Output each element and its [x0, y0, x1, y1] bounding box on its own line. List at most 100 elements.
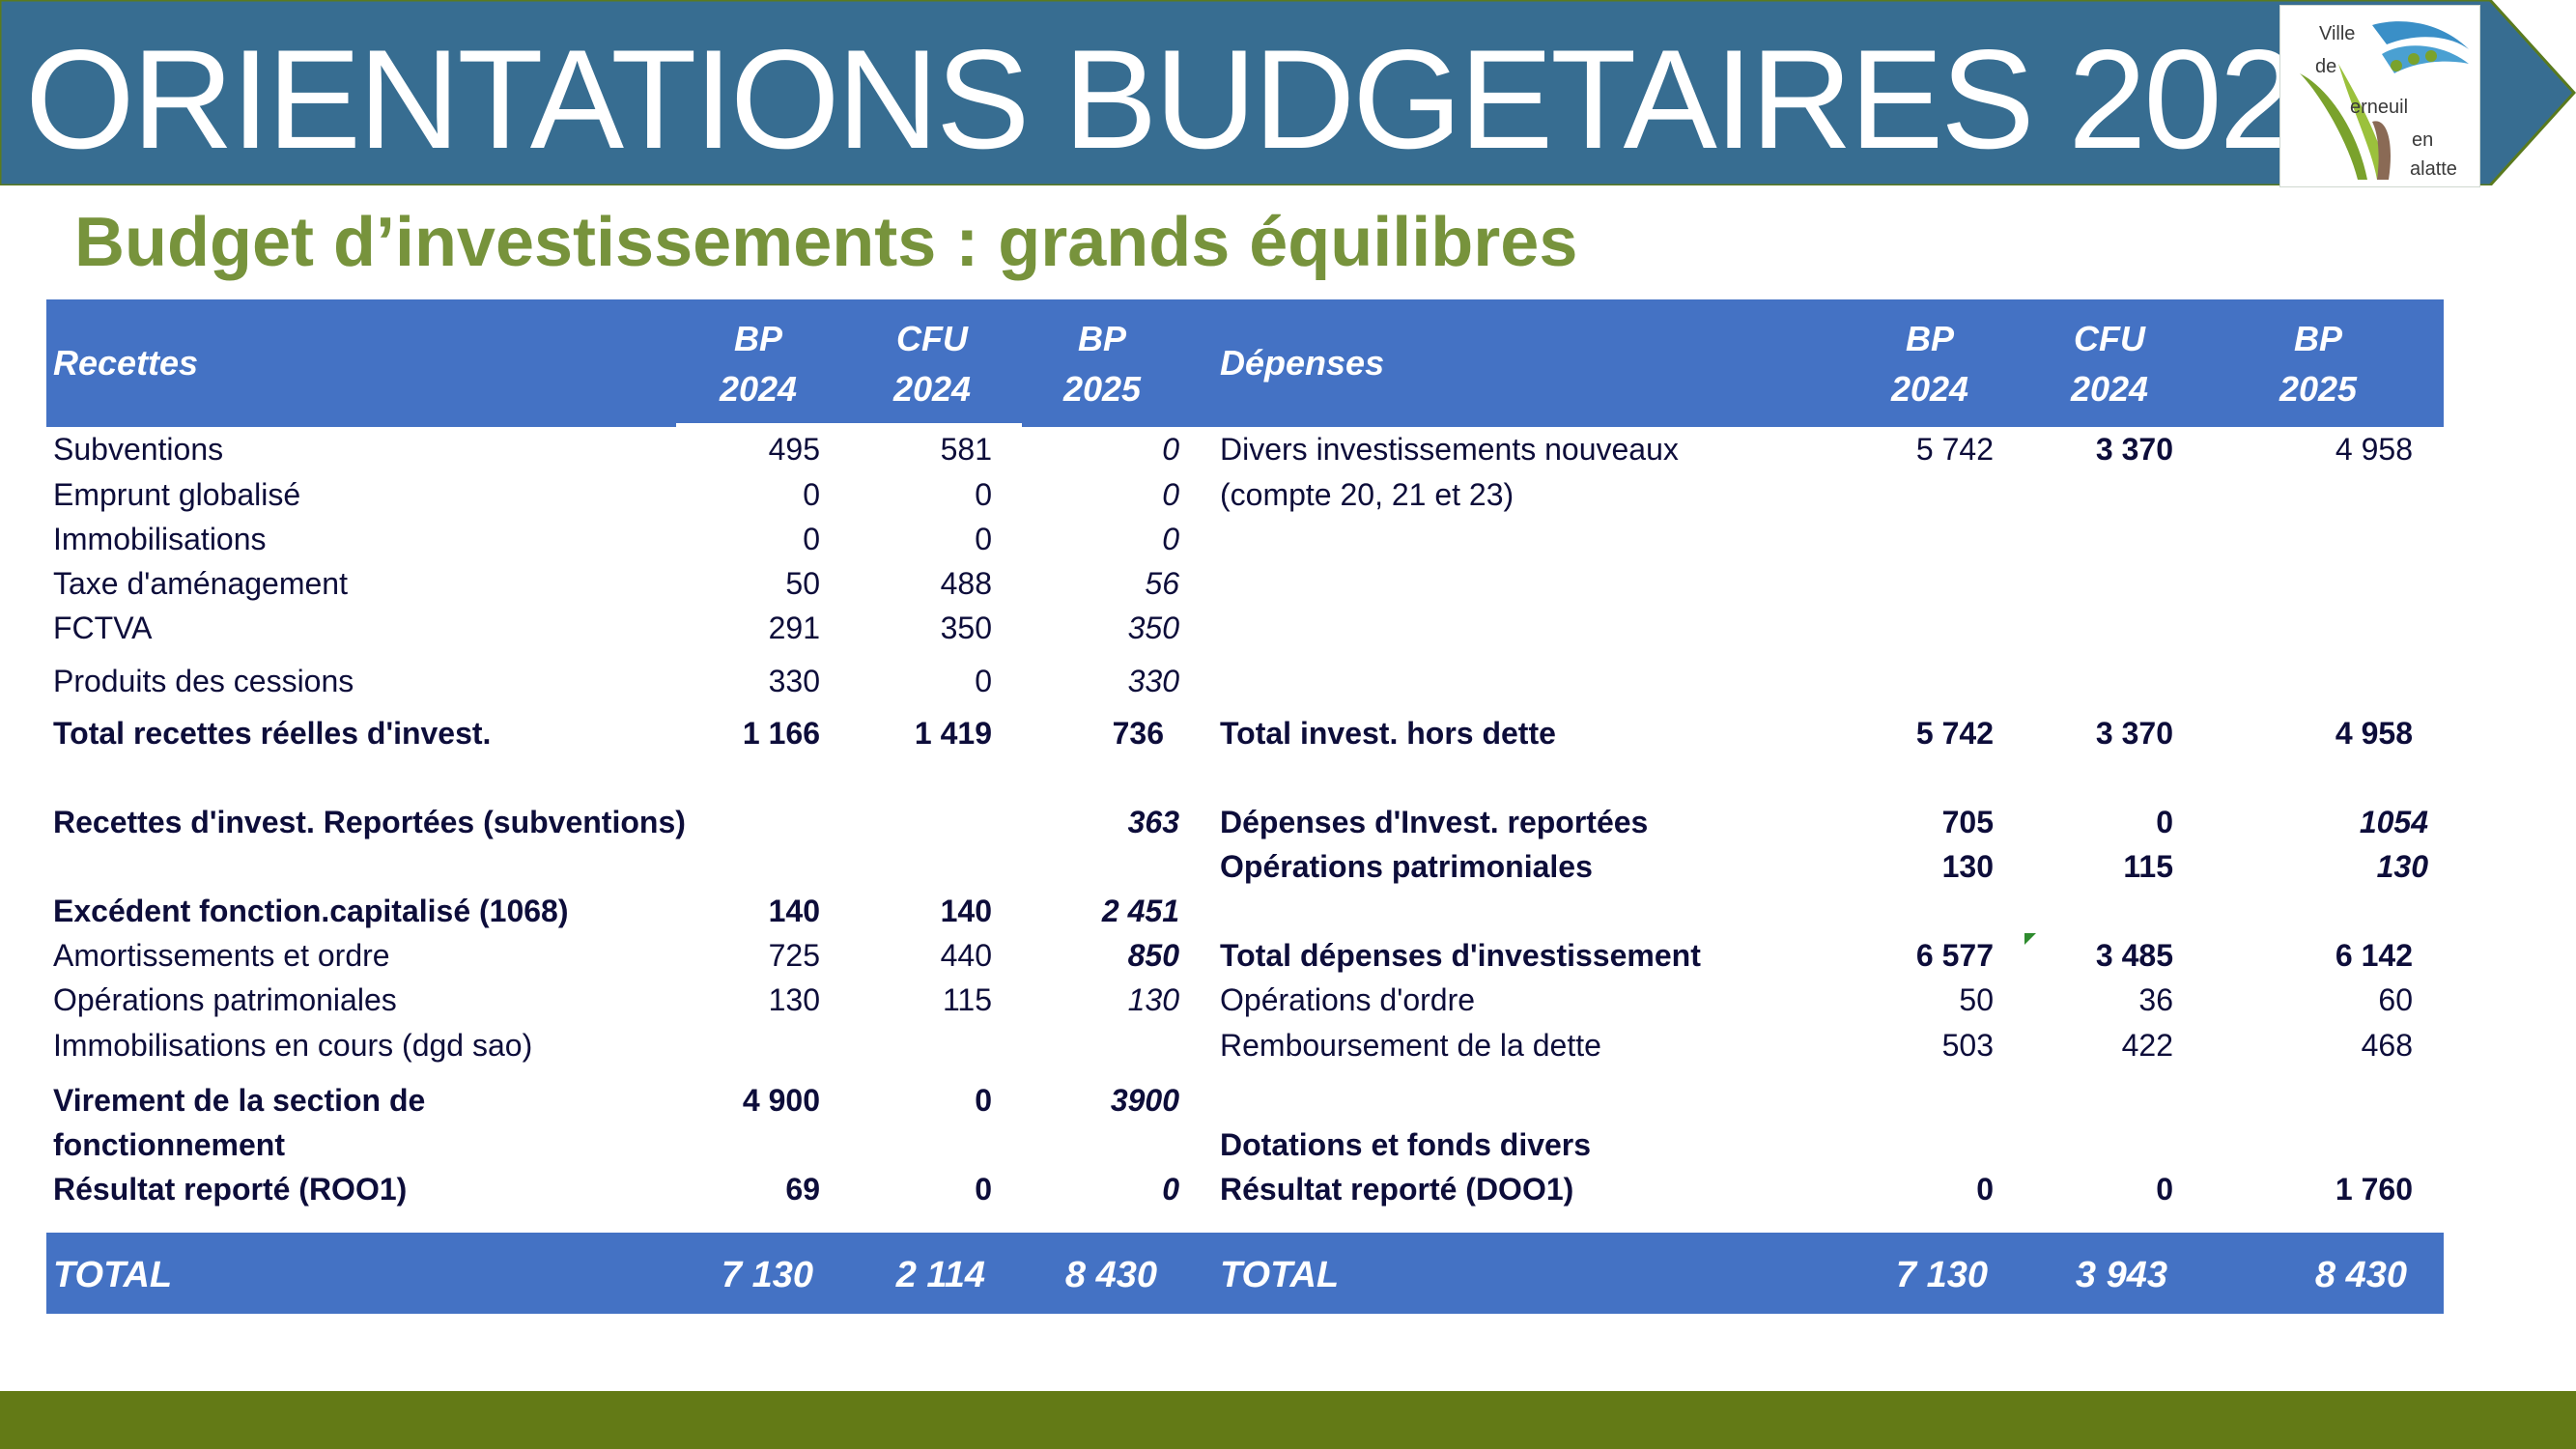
recette-label: Produits des cessions — [53, 664, 354, 698]
recette-label: Recettes d'invest. Reportées (subvention… — [53, 805, 686, 839]
depense-bp2025: 130 — [2376, 849, 2428, 884]
logo-text-alatte: alatte — [2410, 158, 2457, 180]
depense-cfu2024: 3 485 — [2095, 938, 2173, 973]
logo-text-ville: Ville — [2319, 23, 2356, 44]
depense-bp2024: 705 — [1941, 805, 1994, 839]
col-header-left-3-top: BP — [1077, 319, 1126, 358]
total-right-cfu2024: 3 943 — [2075, 1255, 2167, 1295]
recette-total-bp2024: 1 166 — [742, 716, 820, 751]
recette-label-continued: fonctionnement — [53, 1127, 285, 1162]
depense-cfu2024: 422 — [2121, 1028, 2173, 1063]
depense-bp2024: 6 577 — [1915, 938, 1994, 973]
recette-bp2025: 0 — [1162, 477, 1179, 512]
depense-label: Dotations et fonds divers — [1220, 1127, 1592, 1162]
depense-bp2025: 6 142 — [2335, 938, 2413, 973]
total-right-label: TOTAL — [1220, 1255, 1340, 1295]
recette-label: Immobilisations — [53, 522, 267, 556]
total-left-bp2024: 7 130 — [721, 1255, 813, 1295]
section-subtitle: Budget d’investissements : grands équili… — [74, 204, 1578, 281]
depense-bp2025: 4 958 — [2335, 716, 2413, 751]
depense-cfu2024: 36 — [2138, 982, 2173, 1017]
recette-bp2025: 330 — [1127, 664, 1179, 698]
col-header-left-1-bottom: 2024 — [719, 369, 798, 409]
footer-bar — [0, 1391, 2576, 1449]
recette-bp2025: 2 451 — [1101, 894, 1179, 928]
depense-bp2024: 503 — [1941, 1028, 1994, 1063]
depense-bp2024: 0 — [1976, 1172, 1994, 1207]
recette-bp2024: 4 900 — [742, 1083, 820, 1118]
total-left-bp2025: 8 430 — [1064, 1255, 1157, 1295]
depense-bp2025: 1054 — [2359, 805, 2428, 839]
recette-bp2024: 50 — [785, 566, 820, 601]
col-header-right-2-top: CFU — [2074, 319, 2145, 358]
depense-total-label: Total invest. hors dette — [1220, 716, 1556, 751]
recette-label: Immobilisations en cours (dgd sao) — [53, 1028, 533, 1063]
depense-bp2025: 60 — [2378, 982, 2413, 1017]
logo-leaf-icon — [2300, 21, 2469, 180]
recette-label: Excédent fonction.capitalisé (1068) — [53, 894, 569, 928]
col-header-right-3-top: BP — [2293, 319, 2342, 358]
recettes-header: Recettes — [53, 343, 199, 383]
depenses-header: Dépenses — [1220, 343, 1385, 383]
col-header-left-2-top: CFU — [896, 319, 968, 358]
recette-label: Opérations patrimoniales — [53, 982, 397, 1017]
recette-label: Virement de la section de — [53, 1083, 426, 1118]
recette-bp2024: 69 — [785, 1172, 820, 1207]
recette-cfu2024: 115 — [942, 982, 992, 1017]
header-divider — [676, 423, 1022, 428]
logo-text-erneuil: erneuil — [2350, 97, 2409, 118]
col-header-right-1-bottom: 2024 — [1890, 369, 1969, 409]
recette-cfu2024: 581 — [940, 432, 992, 467]
city-logo: Ville de erneuil en alatte — [2279, 5, 2480, 187]
recette-cfu2024: 350 — [940, 611, 992, 645]
depense-bp2025: 468 — [2361, 1028, 2413, 1063]
recette-label: Subventions — [53, 432, 224, 467]
recette-bp2024: 130 — [768, 982, 820, 1017]
logo-text-en: en — [2412, 129, 2434, 151]
recette-bp2024: 495 — [768, 432, 820, 467]
recette-cfu2024: 440 — [940, 938, 992, 973]
banner-shape — [0, 0, 2576, 185]
total-left-label: TOTAL — [53, 1255, 173, 1295]
total-right-bp2025: 8 430 — [2314, 1255, 2407, 1295]
depense-bp2024: 130 — [1941, 849, 1994, 884]
recette-total-label: Total recettes réelles d'invest. — [53, 716, 492, 751]
recette-cfu2024: 488 — [940, 566, 992, 601]
page-title: ORIENTATIONS BUDGETAIRES 2025 — [25, 20, 2373, 178]
col-header-left-2-bottom: 2024 — [892, 369, 972, 409]
recette-bp2025: 363 — [1127, 805, 1179, 839]
recette-cfu2024: 0 — [975, 477, 992, 512]
total-right-bp2024: 7 130 — [1895, 1255, 1988, 1295]
depense-cfu2024: 3 370 — [2095, 432, 2173, 467]
recette-bp2025: 0 — [1162, 432, 1179, 467]
total-row — [46, 1233, 2444, 1314]
recette-bp2025: 0 — [1162, 1172, 1179, 1207]
title-banner: ORIENTATIONS BUDGETAIRES 2025 Ville de e… — [0, 0, 2576, 187]
col-header-right-1-top: BP — [1905, 319, 1954, 358]
recette-cfu2024: 0 — [975, 664, 992, 698]
recette-label: Taxe d'aménagement — [53, 566, 348, 601]
col-header-left-3-bottom: 2025 — [1062, 369, 1142, 409]
recette-cfu2024: 0 — [975, 1083, 992, 1118]
recette-bp2025: 56 — [1145, 566, 1179, 601]
col-header-right-3-bottom: 2025 — [2279, 369, 2358, 409]
recette-bp2024: 140 — [768, 894, 820, 928]
depense-label: Résultat reporté (DOO1) — [1220, 1172, 1574, 1207]
depense-label: Divers investissements nouveaux — [1220, 432, 1679, 467]
recette-cfu2024: 0 — [975, 1172, 992, 1207]
depense-cfu2024: 0 — [2156, 805, 2173, 839]
logo-text-de: de — [2315, 56, 2337, 77]
depense-label: Opérations patrimoniales — [1220, 849, 1593, 884]
recette-cfu2024: 0 — [975, 522, 992, 556]
recette-total-bp2025: 736 — [1112, 716, 1164, 751]
recette-bp2025: 350 — [1127, 611, 1179, 645]
depense-cfu2024: 0 — [2156, 1172, 2173, 1207]
depense-cfu2024: 115 — [2123, 849, 2173, 884]
cell-comment-marker — [2024, 933, 2036, 945]
depense-bp2025: 1 760 — [2335, 1172, 2413, 1207]
recette-bp2024: 0 — [803, 522, 820, 556]
table-header — [46, 299, 2444, 427]
recette-total-cfu2024: 1 419 — [914, 716, 992, 751]
depense-label: Dépenses d'Invest. reportées — [1220, 805, 1649, 839]
total-left-cfu2024: 2 114 — [895, 1255, 985, 1295]
